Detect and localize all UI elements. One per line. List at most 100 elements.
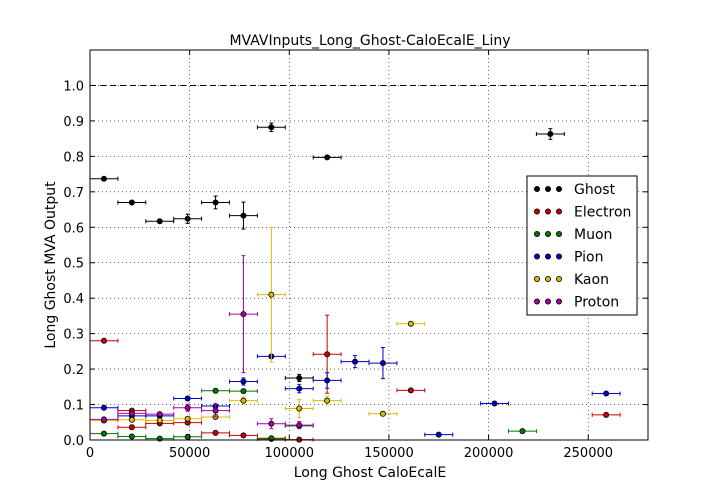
data-point bbox=[212, 429, 219, 436]
y-tick-label: 0.3 bbox=[63, 328, 84, 343]
data-point bbox=[156, 411, 163, 418]
data-point bbox=[324, 397, 331, 404]
data-point bbox=[212, 199, 219, 206]
series-proton bbox=[89, 255, 314, 430]
data-point bbox=[156, 218, 163, 225]
data-point bbox=[379, 410, 386, 417]
legend-marker bbox=[545, 275, 552, 282]
data-point bbox=[128, 424, 135, 431]
data-point bbox=[491, 400, 498, 407]
data-point bbox=[240, 311, 247, 318]
data-point bbox=[240, 212, 247, 219]
legend-label: Proton bbox=[574, 295, 619, 311]
data-point bbox=[240, 432, 247, 439]
data-point bbox=[100, 175, 107, 182]
legend-label: Ghost bbox=[574, 182, 616, 198]
legend-marker bbox=[534, 230, 541, 237]
x-tick-label: 100000 bbox=[264, 446, 314, 461]
legend-marker bbox=[534, 208, 541, 215]
data-point bbox=[296, 385, 303, 392]
data-point bbox=[212, 407, 219, 414]
data-point bbox=[240, 397, 247, 404]
legend-marker bbox=[545, 185, 552, 192]
data-point bbox=[296, 422, 303, 429]
data-point bbox=[324, 377, 331, 384]
y-tick-label: 0.1 bbox=[63, 399, 84, 414]
data-point bbox=[184, 395, 191, 402]
legend-marker bbox=[556, 253, 563, 260]
data-point bbox=[379, 360, 386, 367]
axis-ticks: 0 50000 100000 150000 200000 250000 0.0 0.1 0.2 0… bbox=[63, 50, 648, 461]
data-point bbox=[100, 337, 107, 344]
legend-label: Muon bbox=[574, 227, 612, 243]
y-tick-label: 0.0 bbox=[63, 434, 84, 449]
legend-marker bbox=[534, 185, 541, 192]
legend-marker bbox=[556, 230, 563, 237]
legend-marker bbox=[545, 298, 552, 305]
x-tick-label: 50000 bbox=[169, 446, 210, 461]
data-point bbox=[184, 215, 191, 222]
data-point bbox=[128, 199, 135, 206]
data-point bbox=[352, 358, 359, 365]
x-tick-label: 200000 bbox=[464, 446, 514, 461]
legend-marker bbox=[556, 275, 563, 282]
data-point bbox=[519, 428, 526, 435]
data-point bbox=[128, 433, 135, 440]
data-point bbox=[407, 320, 414, 327]
data-point bbox=[240, 378, 247, 385]
y-tick-label: 0.4 bbox=[63, 292, 84, 307]
data-point bbox=[128, 416, 135, 423]
data-point bbox=[184, 433, 191, 440]
data-point bbox=[184, 404, 191, 411]
data-point bbox=[268, 124, 275, 131]
legend-marker bbox=[545, 208, 552, 215]
data-series bbox=[89, 122, 621, 443]
legend-marker bbox=[556, 298, 563, 305]
data-point bbox=[184, 415, 191, 422]
data-point bbox=[296, 405, 303, 412]
data-point bbox=[296, 374, 303, 381]
data-point bbox=[324, 154, 331, 161]
y-tick-label: 0.8 bbox=[63, 150, 84, 165]
x-axis-label: Long Ghost CaloEcalE bbox=[294, 465, 447, 481]
y-tick-label: 0.7 bbox=[63, 186, 84, 201]
data-point bbox=[100, 416, 107, 423]
legend-label: Pion bbox=[574, 250, 603, 266]
legend-marker bbox=[556, 208, 563, 215]
legend-label: Electron bbox=[574, 205, 631, 221]
legend-box bbox=[526, 175, 638, 316]
y-tick-label: 0.2 bbox=[63, 363, 84, 378]
data-point bbox=[435, 431, 442, 438]
data-point bbox=[324, 351, 331, 358]
data-point bbox=[547, 131, 554, 138]
data-point bbox=[268, 420, 275, 427]
data-point bbox=[100, 404, 107, 411]
legend-marker bbox=[556, 185, 563, 192]
legend-marker bbox=[534, 275, 541, 282]
series-ghost bbox=[89, 122, 565, 382]
x-tick-label: 0 bbox=[86, 446, 94, 461]
data-point bbox=[407, 387, 414, 394]
legend: Ghost Electron Muon Pion Kaon Proton bbox=[526, 175, 638, 316]
y-axis-label: Long Ghost MVA Output bbox=[43, 181, 59, 349]
y-tick-label: 1.0 bbox=[63, 79, 84, 94]
data-point bbox=[156, 417, 163, 424]
data-point bbox=[240, 388, 247, 395]
data-point bbox=[128, 410, 135, 417]
legend-marker bbox=[545, 253, 552, 260]
x-tick-label: 250000 bbox=[563, 446, 613, 461]
y-tick-label: 0.9 bbox=[63, 115, 84, 130]
legend-marker bbox=[534, 298, 541, 305]
data-point bbox=[268, 291, 275, 298]
legend-marker bbox=[545, 230, 552, 237]
x-tick-label: 150000 bbox=[364, 446, 414, 461]
data-point bbox=[100, 430, 107, 437]
y-tick-label: 0.6 bbox=[63, 221, 84, 236]
plot-area-frame bbox=[89, 49, 649, 441]
data-point bbox=[603, 411, 610, 418]
chart-title: MVAVInputs_Long_Ghost-CaloEcalE_Liny bbox=[229, 33, 510, 49]
legend-marker bbox=[534, 253, 541, 260]
y-tick-label: 0.5 bbox=[63, 257, 84, 272]
data-point bbox=[212, 387, 219, 394]
